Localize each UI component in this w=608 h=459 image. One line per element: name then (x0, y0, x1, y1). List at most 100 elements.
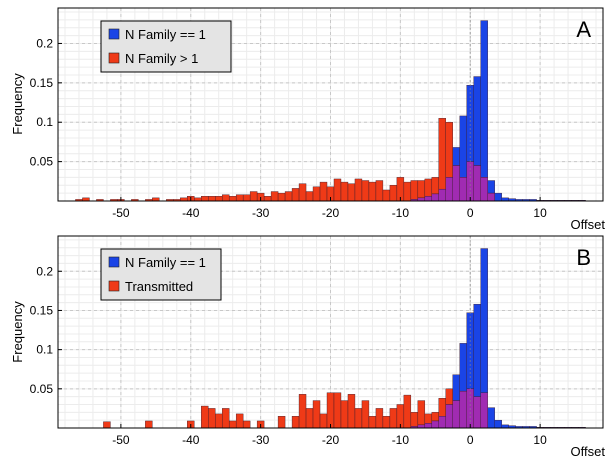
legend-swatch (108, 256, 120, 268)
bar-overlap (487, 192, 495, 202)
legend-box (100, 20, 232, 73)
x-axis-title: Offset (571, 444, 606, 459)
x-tick-label: -20 (322, 206, 340, 220)
bar (431, 177, 440, 195)
bar (242, 420, 251, 429)
bar (215, 413, 223, 429)
bar (361, 400, 370, 429)
y-tick-label: 0.2 (36, 36, 53, 50)
bar (221, 194, 230, 202)
bar (494, 419, 502, 429)
bar (445, 388, 453, 405)
legend-label: N Family > 1 (125, 51, 198, 66)
bar (424, 413, 433, 424)
bar (277, 192, 286, 202)
legend-label: Transmitted (125, 279, 193, 294)
bar (452, 147, 460, 166)
bar (235, 413, 244, 429)
bar-overlap (452, 400, 460, 429)
bar (305, 408, 314, 429)
y-tick-label: 0.1 (36, 115, 53, 129)
legend-label: N Family == 1 (125, 255, 206, 270)
bar (291, 416, 300, 429)
bar (284, 191, 293, 202)
y-tick-label: 0.15 (30, 76, 54, 90)
bar (487, 407, 495, 429)
bar-overlap (431, 420, 440, 429)
bar (347, 394, 356, 429)
bar (312, 400, 321, 429)
panel-label: A (576, 17, 591, 42)
bar (326, 392, 335, 429)
y-tick-label: 0.05 (30, 382, 54, 396)
x-tick-label: -10 (392, 206, 410, 220)
x-tick-label: -50 (112, 206, 130, 220)
legend-swatch (108, 52, 120, 64)
bar (333, 178, 342, 202)
bar (263, 196, 272, 202)
bar (403, 394, 412, 429)
bar (215, 196, 223, 202)
bar (228, 196, 237, 202)
bar-overlap (424, 423, 433, 429)
x-tick-label: -20 (322, 433, 340, 447)
bar-overlap (459, 390, 467, 429)
bar (403, 181, 412, 202)
bar (208, 196, 216, 202)
bar (368, 416, 377, 429)
bar (382, 416, 391, 429)
bar (242, 194, 251, 202)
x-tick-label: 10 (533, 206, 547, 220)
bar (319, 413, 328, 429)
legend-swatch (108, 280, 120, 292)
x-tick-label: -30 (252, 433, 270, 447)
legend-label: N Family == 1 (125, 27, 206, 42)
bar (438, 398, 446, 417)
bar-overlap (445, 177, 453, 202)
bar (340, 181, 349, 202)
bar (410, 180, 419, 200)
bar (208, 408, 216, 429)
y-tick-label: 0.2 (36, 264, 53, 278)
x-axis-title: Offset (571, 217, 606, 232)
x-tick-label: 0 (467, 206, 474, 220)
bar (277, 416, 286, 429)
bar (487, 180, 495, 194)
bar (368, 181, 377, 202)
bar (480, 20, 488, 178)
bar (361, 180, 370, 202)
bar-overlap (480, 392, 488, 429)
bar-overlap (452, 165, 460, 202)
x-tick-label: -50 (112, 433, 130, 447)
x-tick-label: -30 (252, 206, 270, 220)
bar (375, 408, 384, 429)
x-tick-label: -10 (392, 433, 410, 447)
x-tick-label: -40 (182, 433, 200, 447)
bar (389, 185, 398, 202)
bar (417, 180, 426, 199)
bar (221, 408, 230, 429)
bar (459, 343, 467, 392)
bar (228, 420, 237, 429)
bar (354, 408, 363, 429)
bar-overlap (431, 193, 440, 202)
y-tick-label: 0.15 (30, 303, 54, 317)
bar (103, 421, 111, 429)
legend-swatch (108, 28, 120, 40)
bar (410, 412, 419, 427)
bar (480, 248, 488, 393)
y-tick-label: 0.05 (30, 155, 54, 169)
bar-overlap (445, 404, 453, 429)
bar (347, 183, 356, 202)
bar-overlap (459, 177, 467, 202)
bar (270, 191, 279, 202)
bar (235, 194, 244, 202)
chart-panel-a: -50 -40 -30 -20 -10 0 10 0.05 0.1 0.15 0.2 Offset Fr… (10, 7, 606, 232)
bar (494, 192, 502, 202)
bar (340, 400, 349, 429)
bar (298, 183, 307, 202)
bar (424, 178, 433, 197)
bar (312, 186, 321, 202)
bar-overlap (473, 165, 481, 202)
